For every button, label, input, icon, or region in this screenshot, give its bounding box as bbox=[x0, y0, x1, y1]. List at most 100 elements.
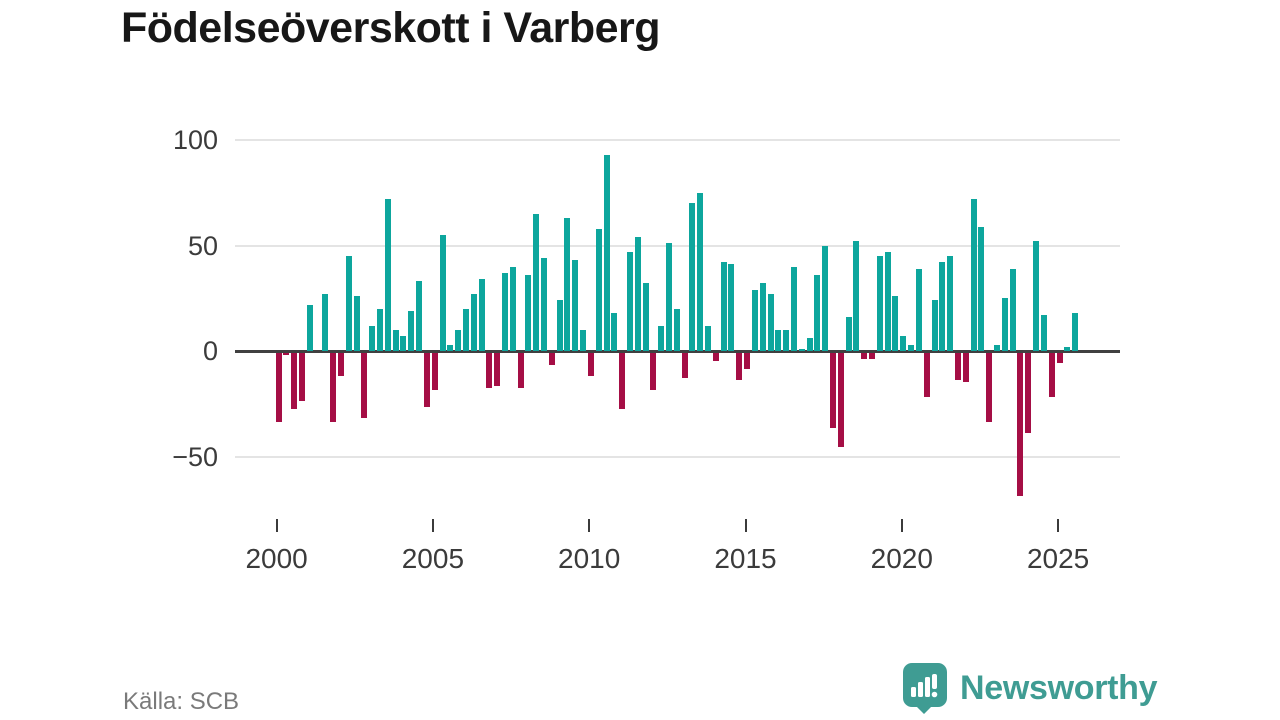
bar-2012Q3 bbox=[666, 243, 672, 351]
bar-2006Q3 bbox=[478, 279, 485, 351]
x-tick-label-2020: 2020 bbox=[870, 543, 933, 574]
bar-2009Q3 bbox=[572, 260, 579, 351]
bar-2020Q3 bbox=[915, 268, 922, 351]
bar-2008Q4 bbox=[548, 352, 555, 366]
bar-2021Q2 bbox=[939, 262, 946, 351]
bar-2021Q1 bbox=[931, 300, 938, 351]
bar-2024Q3 bbox=[1040, 315, 1047, 351]
bar-2000Q4 bbox=[298, 352, 305, 402]
bar-2020Q2 bbox=[908, 344, 915, 351]
bar-2009Q4 bbox=[580, 329, 587, 351]
bar-2004Q2 bbox=[408, 310, 415, 351]
bar-2004Q4 bbox=[423, 352, 430, 408]
x-tick-mark-2025 bbox=[1057, 519, 1060, 532]
bar-2018Q1 bbox=[837, 352, 844, 448]
bar-2011Q1 bbox=[619, 352, 626, 410]
bar-2002Q1 bbox=[337, 352, 344, 376]
bar-2005Q4 bbox=[455, 329, 462, 351]
bar-2017Q2 bbox=[814, 275, 821, 351]
bar-2002Q2 bbox=[345, 256, 352, 351]
bar-2007Q2 bbox=[501, 272, 508, 351]
bar-2017Q1 bbox=[806, 338, 813, 351]
bar-2016Q2 bbox=[783, 329, 790, 351]
bar-2003Q3 bbox=[384, 199, 391, 351]
x-tick-mark-2000 bbox=[275, 519, 278, 532]
bar-2006Q1 bbox=[462, 308, 469, 351]
bar-2002Q3 bbox=[353, 296, 360, 351]
bar-2014Q2 bbox=[720, 262, 727, 351]
y-tick-label-−50: −50 bbox=[172, 441, 218, 472]
bar-2010Q2 bbox=[595, 228, 602, 351]
chart-title: Födelseöverskott i Varberg bbox=[121, 4, 661, 52]
bar-2011Q3 bbox=[634, 237, 641, 351]
bar-2025Q3 bbox=[1072, 313, 1079, 351]
bar-2005Q2 bbox=[439, 234, 446, 351]
bar-2007Q1 bbox=[494, 352, 501, 387]
bar-2021Q4 bbox=[954, 352, 961, 380]
bar-2023Q1 bbox=[994, 344, 1001, 351]
bar-2001Q3 bbox=[322, 294, 329, 351]
bar-2018Q4 bbox=[861, 352, 868, 359]
newsworthy-wordmark: Newsworthy bbox=[960, 668, 1158, 707]
bar-2017Q4 bbox=[830, 352, 836, 429]
x-tick-mark-2015 bbox=[744, 519, 747, 532]
bar-2013Q4 bbox=[705, 325, 712, 351]
x-tick-label-2025: 2025 bbox=[1026, 543, 1090, 574]
bar-2025Q2 bbox=[1064, 346, 1071, 351]
bar-2006Q2 bbox=[470, 294, 477, 351]
bar-2012Q1 bbox=[650, 352, 657, 391]
grid-line-−50 bbox=[235, 455, 1120, 458]
bar-2015Q1 bbox=[744, 352, 751, 370]
bar-2000Q1 bbox=[275, 352, 282, 423]
bar-2003Q1 bbox=[369, 325, 376, 351]
bar-2009Q2 bbox=[564, 218, 571, 351]
grid-line-100 bbox=[235, 139, 1120, 141]
x-tick-mark-2020 bbox=[900, 519, 903, 532]
x-tick-label-2000: 2000 bbox=[245, 543, 308, 574]
bar-2019Q1 bbox=[869, 352, 876, 359]
y-tick-label-0: 0 bbox=[202, 336, 218, 366]
bar-2001Q1 bbox=[306, 304, 313, 351]
bar-2011Q4 bbox=[642, 283, 649, 351]
bar-2016Q4 bbox=[798, 348, 805, 351]
bar-2004Q3 bbox=[416, 281, 423, 351]
bar-2013Q1 bbox=[681, 352, 688, 378]
bar-2013Q2 bbox=[689, 203, 696, 351]
bar-2015Q2 bbox=[751, 289, 758, 351]
bar-2022Q2 bbox=[970, 199, 977, 351]
x-tick-mark-2005 bbox=[431, 519, 434, 532]
bar-2024Q4 bbox=[1048, 352, 1055, 397]
bar-2010Q1 bbox=[587, 352, 594, 376]
bar-2020Q1 bbox=[900, 336, 907, 351]
x-axis-zero-line bbox=[235, 349, 1120, 353]
bar-2016Q3 bbox=[790, 266, 797, 351]
y-tick-label-100: 100 bbox=[172, 125, 218, 155]
bar-2015Q3 bbox=[759, 283, 766, 351]
bar-2007Q4 bbox=[517, 352, 524, 389]
bar-2008Q2 bbox=[533, 213, 540, 351]
bar-2024Q1 bbox=[1025, 352, 1032, 433]
bar-2019Q3 bbox=[884, 251, 891, 351]
bar-2014Q4 bbox=[736, 352, 743, 380]
bar-2023Q2 bbox=[1001, 298, 1008, 351]
bar-2009Q1 bbox=[556, 300, 563, 351]
bar-2014Q1 bbox=[712, 352, 719, 361]
bar-2012Q4 bbox=[673, 308, 680, 351]
bar-2010Q4 bbox=[611, 313, 618, 351]
x-tick-label-2015: 2015 bbox=[714, 543, 777, 574]
bar-2023Q4 bbox=[1017, 352, 1024, 496]
bar-2005Q3 bbox=[447, 344, 454, 351]
grid-line-50 bbox=[235, 244, 1120, 247]
bar-2007Q3 bbox=[509, 266, 516, 351]
newsworthy-speech-bubble-bar-chart-icon bbox=[903, 663, 947, 714]
bar-2019Q2 bbox=[876, 256, 883, 351]
bar-2019Q4 bbox=[892, 296, 899, 351]
x-tick-label-2005: 2005 bbox=[401, 543, 465, 574]
bar-2020Q4 bbox=[923, 352, 930, 397]
bar-2000Q2 bbox=[283, 352, 290, 355]
bar-2000Q3 bbox=[291, 352, 298, 410]
bar-2024Q2 bbox=[1033, 241, 1040, 351]
bar-2014Q3 bbox=[728, 264, 735, 351]
bar-2018Q3 bbox=[853, 241, 860, 351]
